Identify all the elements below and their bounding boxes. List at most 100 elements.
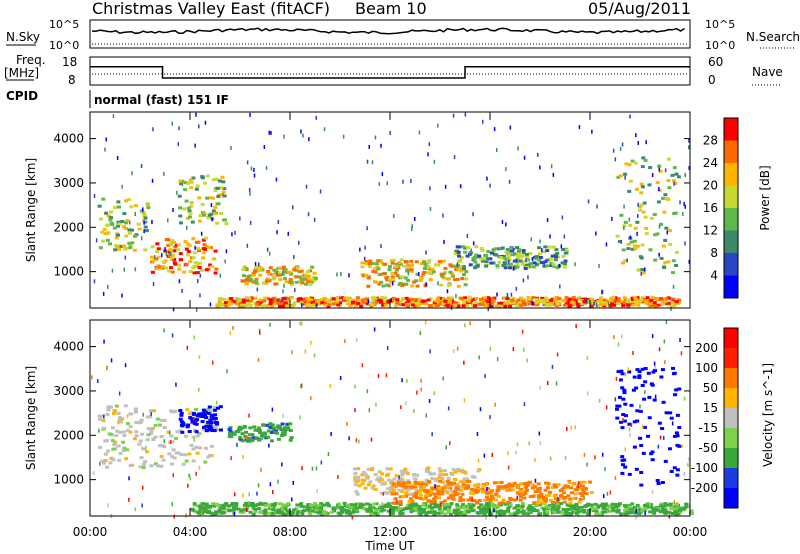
velocity-cell-417	[202, 506, 207, 510]
power-cell-439	[309, 304, 313, 308]
power-cell-1700	[246, 160, 249, 165]
power-cell-1712	[142, 207, 144, 212]
power-cell-1507	[658, 167, 660, 172]
power-cell-1513	[389, 131, 391, 135]
velocity-cell-1325	[588, 480, 592, 484]
velocity-cell-1421	[397, 483, 402, 487]
power-cell-682	[449, 301, 454, 304]
velocity-cell-354	[229, 503, 234, 507]
power-cell-1515	[688, 166, 690, 170]
power-cell-1566	[165, 252, 168, 256]
power-cell-1698	[178, 126, 180, 131]
power-cell-1685	[546, 218, 549, 223]
velocity-cell-1593	[674, 388, 679, 392]
power-cell-1061	[609, 296, 614, 300]
cpid-value: normal (fast) 151 IF	[94, 93, 229, 107]
velocity-cell-1123	[377, 480, 382, 484]
velocity-cell-678	[369, 508, 373, 512]
velocity-cell-329	[278, 425, 282, 429]
power-cell-28	[102, 227, 107, 231]
velocity-cell-1386	[442, 499, 447, 503]
velocity-cell-1658	[647, 416, 652, 420]
velocity-cell-1012	[271, 508, 276, 512]
velocity-cell-1881	[339, 376, 342, 380]
power-cell-690	[292, 301, 297, 305]
velocity-y-tick-label-2: 3000	[53, 384, 84, 398]
velocity-cell-1205	[437, 476, 442, 480]
velocity-cell-1704	[260, 467, 262, 472]
velocity-cell-245	[241, 439, 246, 443]
power-cell-1222	[374, 280, 379, 284]
velocity-cell-1407	[393, 497, 398, 501]
velocity-cell-1717	[268, 443, 270, 448]
velocity-cell-660	[354, 502, 359, 506]
velocity-y-tick-label-0: 1000	[53, 473, 84, 487]
velocity-cell-1885	[299, 415, 301, 420]
power-cell-1406	[641, 156, 646, 160]
power-cell-1188	[439, 272, 444, 276]
velocity-cell-332	[248, 433, 253, 437]
velocity-cell-1662	[623, 465, 628, 469]
power-cell-173	[169, 266, 173, 270]
velocity-cell-127	[171, 448, 176, 452]
nave-label: Nave	[752, 65, 783, 79]
power-cell-1451	[656, 200, 661, 204]
velocity-cell-1684	[617, 404, 622, 408]
velocity-cell-1403	[432, 499, 437, 503]
power-cell-1260	[457, 259, 462, 263]
velocity-cell-597	[349, 503, 354, 507]
velocity-cell-1666	[672, 466, 677, 470]
velocity-cell-1687	[660, 368, 665, 372]
velocity-cell-377	[521, 512, 526, 515]
velocity-cell-1932	[433, 391, 436, 396]
power-cell-1377	[512, 259, 517, 263]
velocity-cell-1176	[363, 486, 368, 490]
power-cell-161	[164, 266, 169, 270]
power-cell-215	[197, 219, 202, 223]
power-cell-1590	[222, 193, 224, 198]
velocity-cell-911	[367, 506, 372, 510]
velocity-cell-1652	[669, 470, 674, 473]
velocity-cell-1777	[193, 335, 195, 340]
power-cell-747	[353, 300, 358, 304]
velocity-cell-37	[149, 429, 154, 433]
power-cell-979	[254, 304, 259, 308]
power-cell-342	[262, 281, 266, 285]
x-tick-label-4: 16:00	[473, 525, 508, 539]
velocity-cell-173	[149, 427, 154, 431]
velocity-cell-1786	[396, 499, 398, 504]
power-cell-26	[98, 246, 103, 250]
velocity-cell-1830	[233, 511, 236, 516]
velocity-cell-396	[388, 511, 393, 515]
power-cell-1265	[542, 250, 547, 254]
power-cell-1321	[510, 253, 515, 257]
power-cell-1123	[393, 271, 398, 275]
power-cell-105	[150, 270, 155, 274]
power-cell-1383	[515, 252, 520, 256]
power-cell-232	[178, 179, 183, 183]
power-cell-111	[195, 271, 200, 275]
power-cell-385	[672, 303, 677, 307]
power-cell-1278	[563, 251, 568, 255]
velocity-cell-492	[300, 512, 305, 516]
velocity-cell-825	[369, 512, 374, 516]
power-cell-960	[612, 303, 617, 307]
velocity-cell-1214	[407, 487, 412, 491]
velocity-cell-1730	[574, 425, 576, 430]
velocity-cell-211	[198, 412, 203, 416]
power-cell-1450	[641, 210, 646, 214]
power-cell-163	[177, 267, 182, 271]
velocity-cell-54	[137, 442, 142, 446]
velocity-cell-90	[114, 404, 119, 408]
velocity-cell-1619	[650, 450, 655, 454]
velocity-cell-147	[151, 438, 156, 441]
velocity-cell-835	[389, 510, 393, 514]
velocity-cell-1346	[448, 486, 453, 490]
velocity-cell-1715	[257, 357, 260, 362]
velocity-cell-1924	[614, 476, 617, 481]
power-cell-1424	[632, 244, 637, 248]
velocity-cell-322	[280, 434, 285, 437]
velocity-cell-926	[340, 505, 344, 509]
power-cell-240	[178, 214, 183, 218]
power-cell-687	[667, 303, 672, 307]
